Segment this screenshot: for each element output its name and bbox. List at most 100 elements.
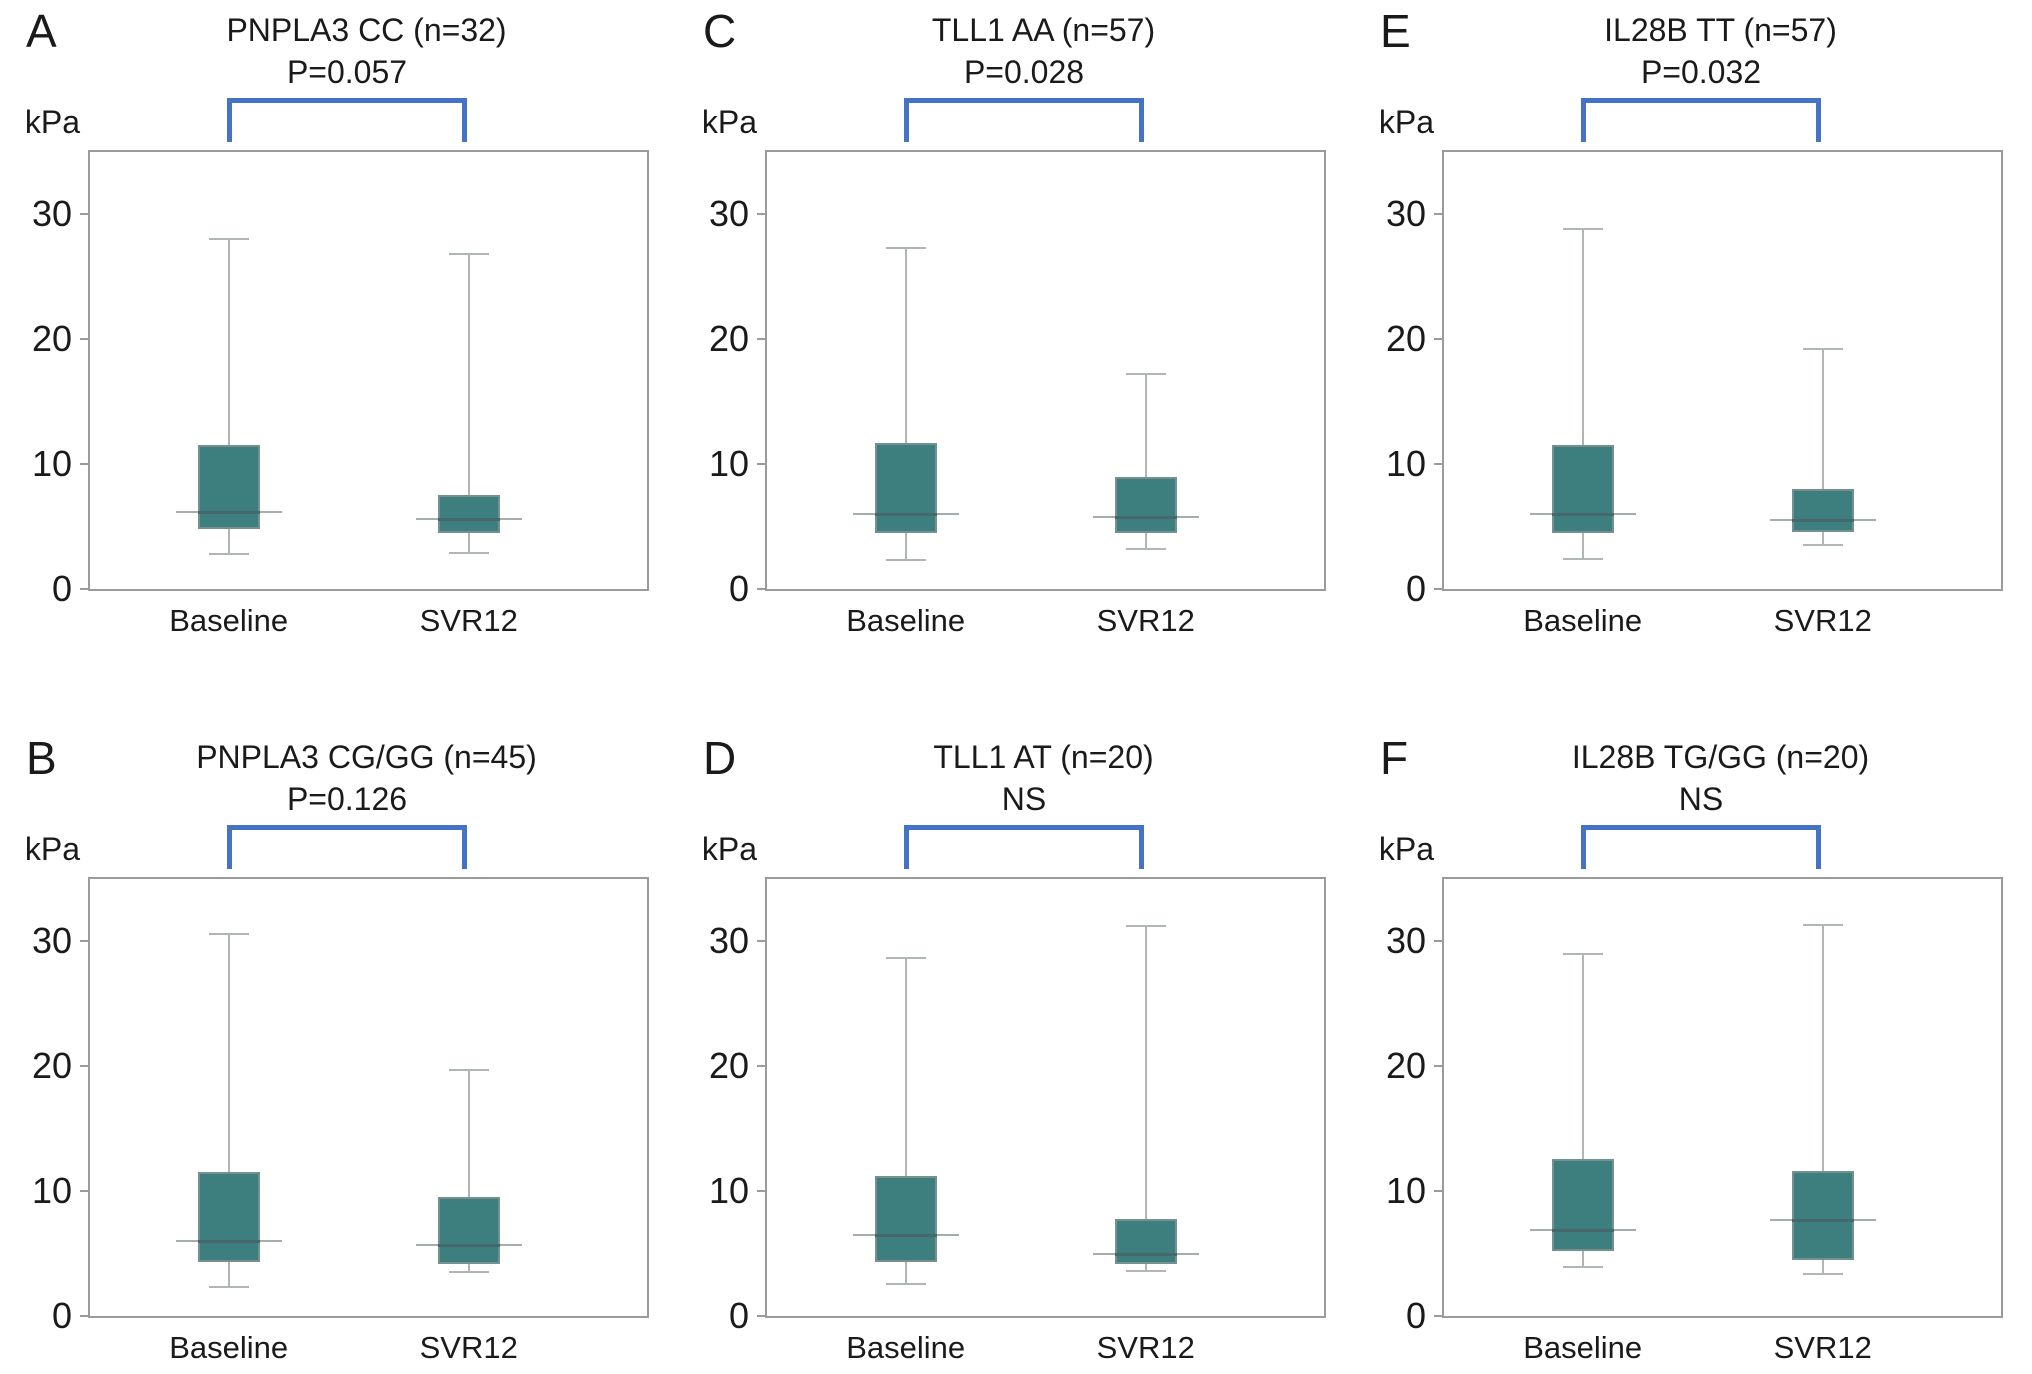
panel-letter: D [703, 732, 737, 784]
y-tick-label: 30 [708, 193, 749, 235]
comparison-bracket [1581, 98, 1821, 142]
panel-c-tll1-aa: C TLL1 AA (n=57) P=0.028 kPa 0 10 20 30 Base… [677, 0, 1354, 687]
y-tick-mark [80, 1190, 90, 1193]
median-line [197, 1240, 260, 1244]
median-line [874, 513, 937, 517]
y-axis-unit-label: kPa [1378, 831, 1434, 867]
median-line [437, 518, 500, 522]
whisker-line [1144, 374, 1147, 550]
y-axis-unit-label: kPa [1378, 104, 1434, 140]
y-tick-label: 20 [1385, 318, 1426, 360]
p-value-label: NS [1001, 781, 1047, 817]
whisker-cap-bottom [1125, 548, 1166, 551]
y-tick-mark [1434, 1190, 1444, 1193]
panel-letter: E [1380, 5, 1411, 57]
y-axis-unit-label: kPa [701, 104, 757, 140]
y-tick-label: 0 [728, 568, 749, 609]
whisker-line [1144, 926, 1147, 1272]
y-axis-unit-label: kPa [24, 831, 80, 867]
y-tick-label: 10 [708, 1170, 749, 1212]
y-tick-mark [757, 338, 767, 341]
whisker-cap-bottom [208, 553, 249, 556]
y-tick-mark [80, 1065, 90, 1068]
x-category-label: SVR12 [1096, 603, 1195, 638]
panel-title: IL28B TG/GG (n=20) [1571, 739, 1870, 775]
y-tick-label: 30 [1385, 193, 1426, 235]
whisker-line [467, 254, 470, 553]
whisker-cap-bottom [448, 551, 489, 554]
p-value-label: P=0.057 [286, 54, 408, 90]
whisker-line [227, 239, 230, 555]
whisker-cap-bottom [885, 559, 926, 562]
whisker-cap-bottom [885, 1282, 926, 1285]
y-tick-label: 10 [708, 443, 749, 485]
y-tick-mark [1434, 463, 1444, 466]
y-tick-mark [757, 940, 767, 943]
panel-letter: F [1380, 732, 1409, 784]
x-category-label: SVR12 [419, 603, 518, 638]
y-tick-label: 30 [31, 920, 72, 962]
whisker-cap-bottom [448, 1271, 489, 1274]
y-tick-mark [757, 1065, 767, 1068]
median-line [1791, 519, 1854, 523]
whisker-cap-top [208, 238, 249, 241]
whisker-cap-bottom [1562, 1266, 1603, 1269]
p-value-label: P=0.126 [286, 781, 408, 817]
p-value-label: P=0.032 [1640, 54, 1762, 90]
whisker-cap-bottom [1802, 1272, 1843, 1275]
box [874, 1176, 937, 1263]
y-tick-mark [1434, 588, 1444, 590]
median-line [1791, 1218, 1854, 1222]
panel-letter: B [26, 732, 57, 784]
whisker-line [227, 933, 230, 1288]
y-tick-label: 10 [1385, 443, 1426, 485]
whisker-line [1821, 349, 1824, 546]
whisker-line [1581, 953, 1584, 1268]
panel-letter: C [703, 5, 737, 57]
y-tick-label: 20 [1385, 1045, 1426, 1087]
whisker-line [1581, 229, 1584, 560]
y-tick-label: 20 [708, 318, 749, 360]
panel-title: PNPLA3 CC (n=32) [226, 12, 507, 48]
box [197, 445, 260, 530]
y-tick-mark [757, 463, 767, 466]
whisker-cap-bottom [1562, 558, 1603, 561]
whisker-cap-top [885, 956, 926, 959]
y-tick-mark [1434, 1315, 1444, 1317]
y-tick-mark [80, 463, 90, 466]
box [437, 1197, 500, 1264]
whisker-cap-bottom [1125, 1270, 1166, 1273]
panel-f-il28b-tg-gg: F IL28B TG/GG (n=20) NS kPa 0 10 20 30 Basel… [1354, 687, 2031, 1374]
box [874, 442, 937, 533]
panel-e-il28b-tt: E IL28B TT (n=57) P=0.032 kPa 0 10 20 30 Bas… [1354, 0, 2031, 687]
y-tick-label: 0 [1405, 1295, 1426, 1336]
box [197, 1172, 260, 1263]
whisker-cap-top [208, 932, 249, 935]
y-axis-unit-label: kPa [701, 831, 757, 867]
whisker-cap-top [1562, 952, 1603, 955]
y-axis-unit-label: kPa [24, 104, 80, 140]
y-tick-label: 0 [51, 1295, 72, 1336]
y-tick-mark [1434, 940, 1444, 943]
comparison-bracket [227, 825, 467, 869]
y-tick-mark [757, 213, 767, 216]
plot-area: kPa 0 10 20 30 Baseline SVR12 [1379, 104, 2003, 638]
whisker-cap-top [448, 1069, 489, 1072]
y-tick-mark [757, 588, 767, 590]
y-tick-mark [80, 213, 90, 216]
x-category-label: Baseline [169, 1330, 289, 1365]
panel-letter: A [26, 5, 57, 57]
box [1791, 489, 1854, 532]
whisker-cap-top [448, 253, 489, 256]
panel-d-tll1-at: D TLL1 AT (n=20) NS kPa 0 10 20 30 Baseline S… [677, 687, 1354, 1374]
plot-area: kPa 0 10 20 30 Baseline SVR12 [1379, 831, 2003, 1365]
median-line [197, 510, 260, 514]
y-tick-label: 30 [31, 193, 72, 235]
y-tick-label: 30 [708, 920, 749, 962]
y-tick-mark [80, 588, 90, 590]
comparison-bracket [227, 98, 467, 142]
x-category-label: SVR12 [1773, 1330, 1872, 1365]
whisker-line [904, 957, 907, 1284]
whisker-line [904, 248, 907, 561]
